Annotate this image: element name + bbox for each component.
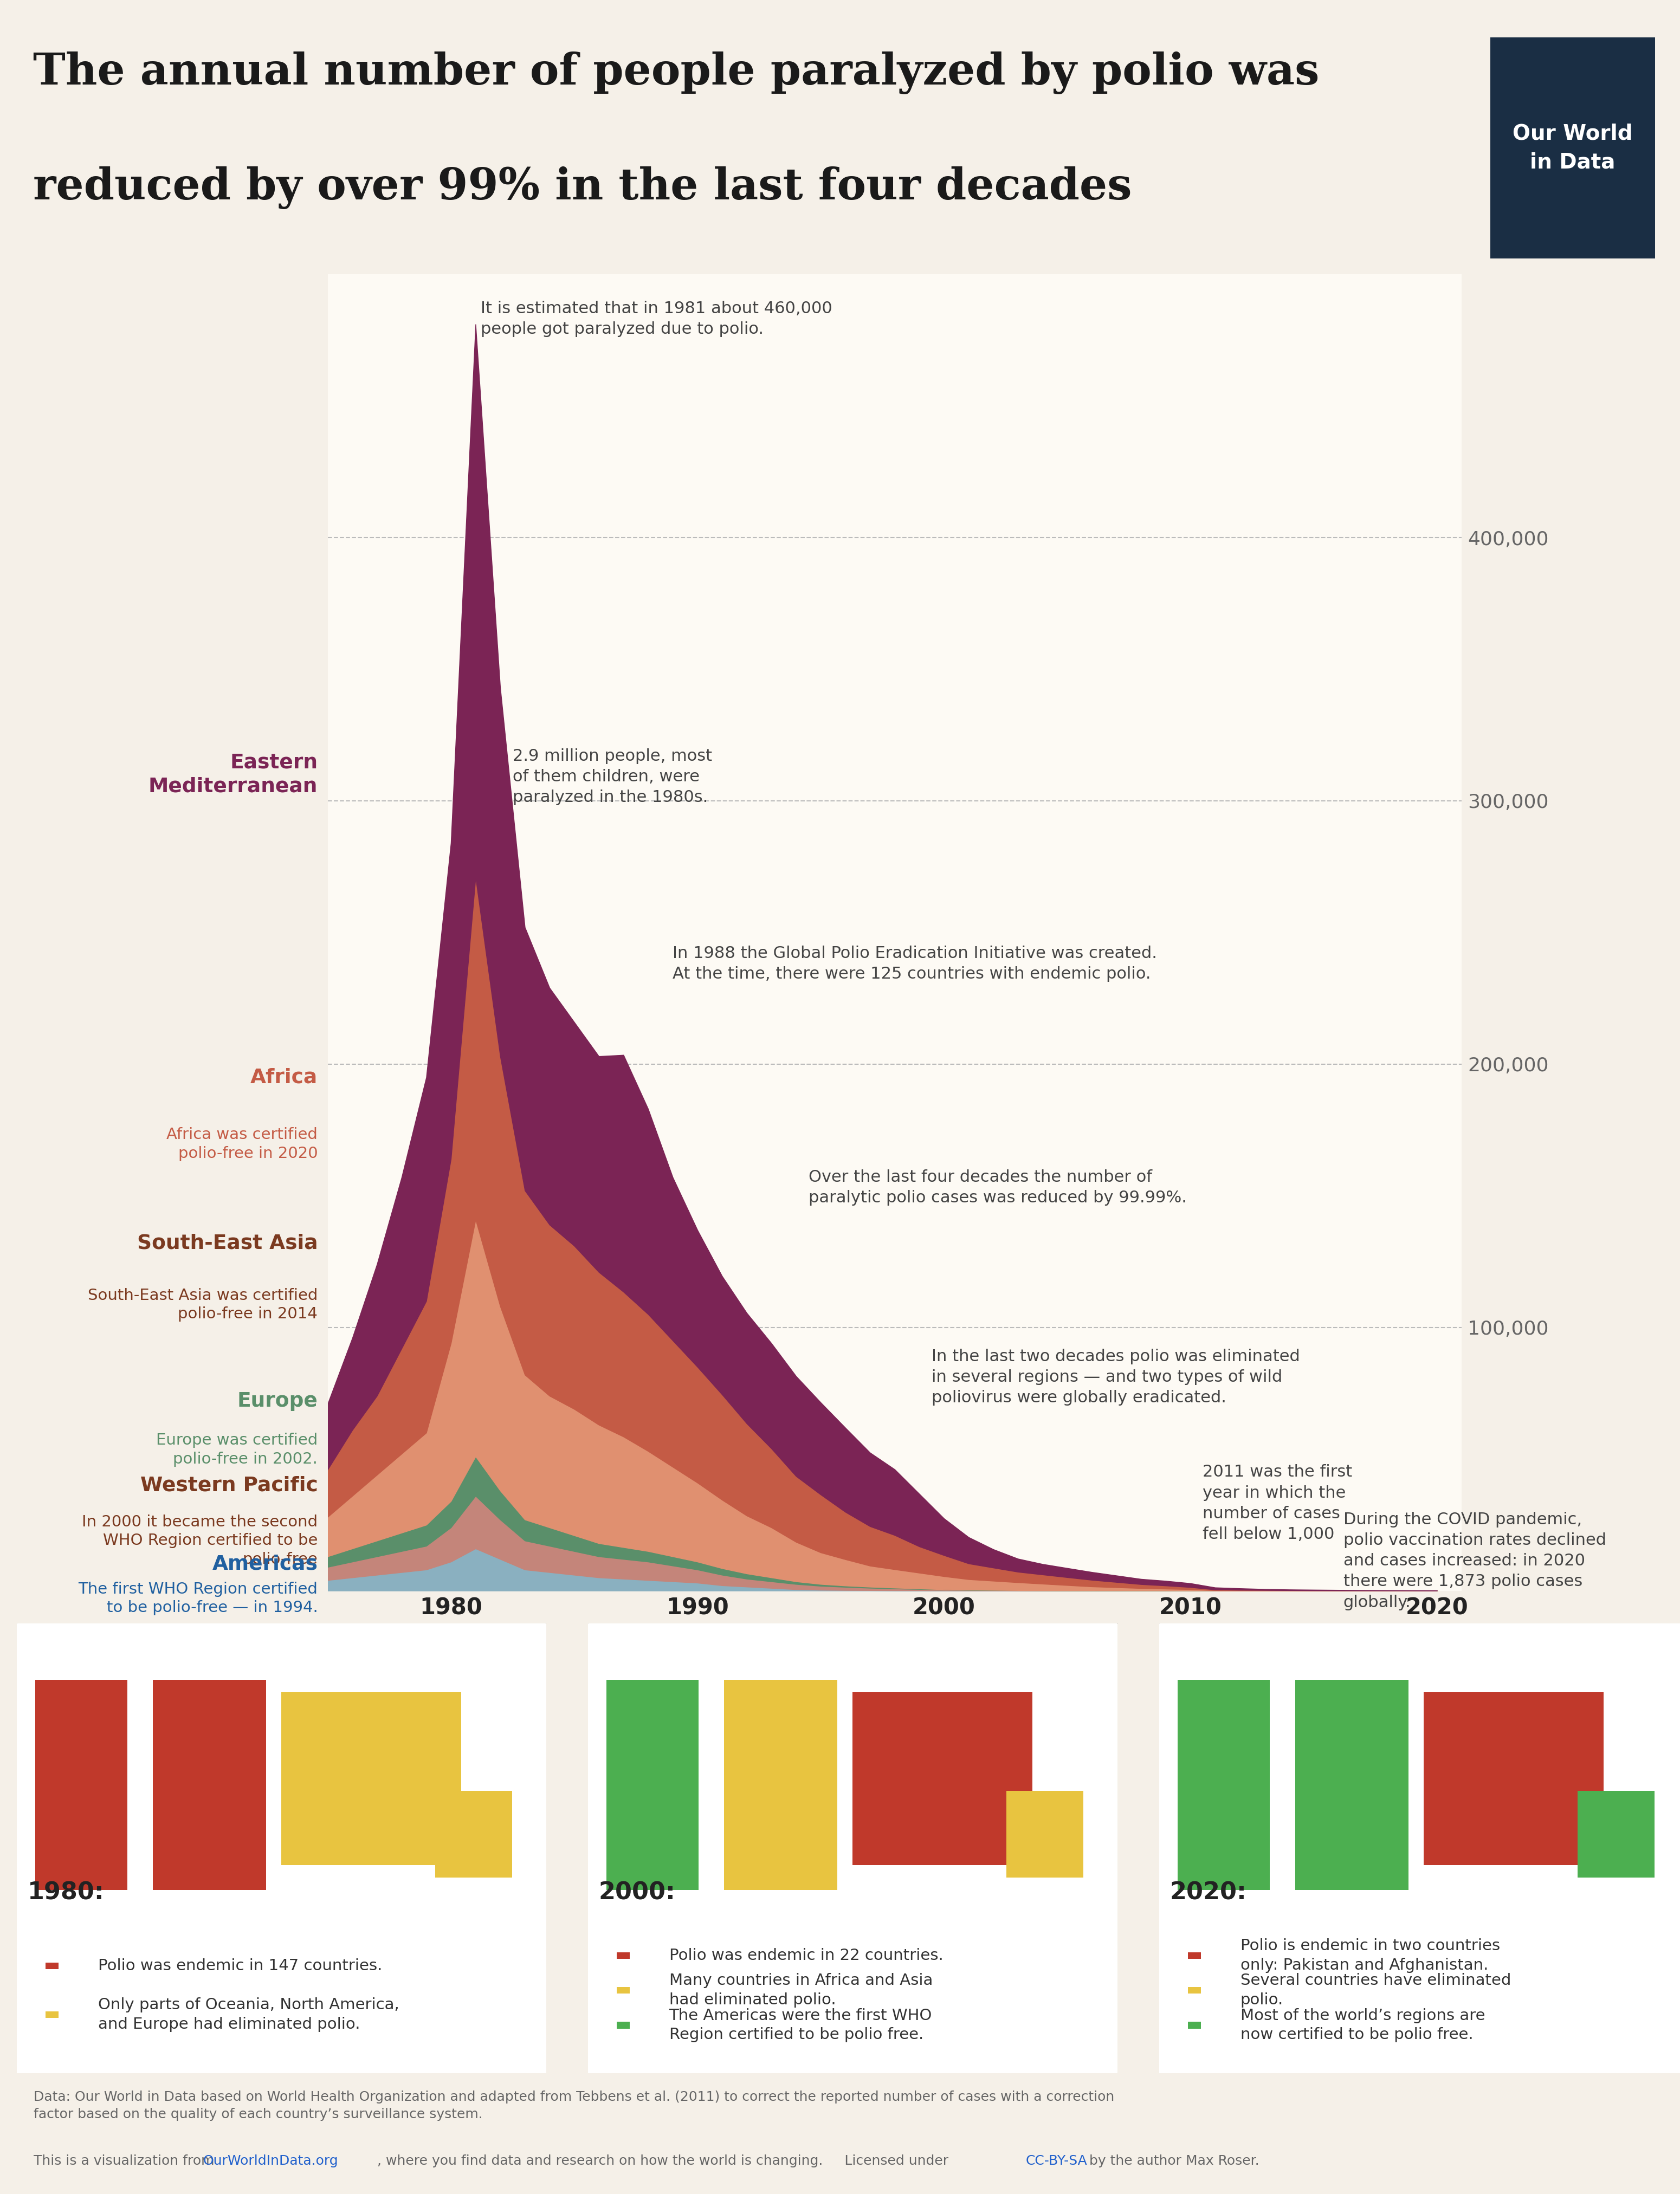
Bar <box>617 1988 630 1994</box>
Bar <box>1006 1790 1084 1878</box>
Bar <box>282 1692 460 1865</box>
Bar <box>852 1692 1032 1865</box>
Text: 2000:: 2000: <box>598 1880 675 1904</box>
Text: Western Pacific: Western Pacific <box>139 1477 318 1494</box>
Text: Many countries in Africa and Asia
had eliminated polio.: Many countries in Africa and Asia had el… <box>669 1972 932 2008</box>
Text: South-East Asia: South-East Asia <box>138 1233 318 1253</box>
Text: 2.9 million people, most
of them children, were
paralyzed in the 1980s.: 2.9 million people, most of them childre… <box>512 748 712 805</box>
Text: In 2000 it became the second
WHO Region certified to be
polio-free: In 2000 it became the second WHO Region … <box>82 1514 318 1567</box>
Text: Data: Our World in Data based on World Health Organization and adapted from Tebb: Data: Our World in Data based on World H… <box>34 2091 1114 2122</box>
Text: Polio was endemic in 147 countries.: Polio was endemic in 147 countries. <box>97 1959 381 1975</box>
Text: by the author Max Roser.: by the author Max Roser. <box>1085 2155 1260 2168</box>
Text: The annual number of people paralyzed by polio was: The annual number of people paralyzed by… <box>34 50 1319 94</box>
Text: OurWorldInData.org: OurWorldInData.org <box>203 2155 338 2168</box>
Text: In the last two decades polio was eliminated
in several regions — and two types : In the last two decades polio was elimin… <box>932 1349 1300 1406</box>
Text: Only parts of Oceania, North America,
and Europe had eliminated polio.: Only parts of Oceania, North America, an… <box>97 1997 400 2032</box>
Bar <box>1578 1790 1655 1878</box>
Bar <box>617 2023 630 2029</box>
Text: Africa was certified
polio-free in 2020: Africa was certified polio-free in 2020 <box>166 1128 318 1161</box>
Text: In 1988 the Global Polio Eradication Initiative was created.
At the time, there : In 1988 the Global Polio Eradication Ini… <box>672 946 1158 983</box>
Text: Americas: Americas <box>212 1556 318 1573</box>
Bar <box>724 1681 837 1889</box>
Bar <box>1295 1681 1408 1889</box>
Bar <box>35 1681 128 1889</box>
Bar <box>1188 2023 1201 2029</box>
FancyBboxPatch shape <box>585 1621 1121 2076</box>
Text: Several countries have eliminated
polio.: Several countries have eliminated polio. <box>1240 1972 1510 2008</box>
Bar <box>1188 1953 1201 1959</box>
Text: During the COVID pandemic,
polio vaccination rates declined
and cases increased:: During the COVID pandemic, polio vaccina… <box>1344 1512 1606 1610</box>
Text: Eastern
Mediterranean: Eastern Mediterranean <box>148 753 318 796</box>
Text: It is estimated that in 1981 about 460,000
people got paralyzed due to polio.: It is estimated that in 1981 about 460,0… <box>480 301 832 338</box>
Bar <box>45 1964 59 1970</box>
Bar <box>606 1681 699 1889</box>
Bar <box>45 2012 59 2018</box>
Text: 2011 was the first
year in which the
number of cases
fell below 1,000: 2011 was the first year in which the num… <box>1203 1463 1352 1542</box>
Text: Polio is endemic in two countries
only: Pakistan and Afghanistan.: Polio is endemic in two countries only: … <box>1240 1937 1500 1972</box>
Text: South-East Asia was certified
polio-free in 2014: South-East Asia was certified polio-free… <box>87 1288 318 1321</box>
Bar <box>1425 1692 1603 1865</box>
Text: Over the last four decades the number of
paralytic polio cases was reduced by 99: Over the last four decades the number of… <box>808 1169 1186 1207</box>
FancyBboxPatch shape <box>13 1621 549 2076</box>
Bar <box>435 1790 512 1878</box>
Bar <box>1178 1681 1270 1889</box>
Text: , where you find data and research on how the world is changing.     Licensed un: , where you find data and research on ho… <box>376 2155 953 2168</box>
Text: The first WHO Region certified
to be polio-free — in 1994.: The first WHO Region certified to be pol… <box>79 1582 318 1615</box>
Text: CC-BY-SA: CC-BY-SA <box>1025 2155 1087 2168</box>
Text: Polio was endemic in 22 countries.: Polio was endemic in 22 countries. <box>669 1948 942 1964</box>
Text: This is a visualization from: This is a visualization from <box>34 2155 218 2168</box>
Bar <box>1188 1988 1201 1994</box>
Text: Europe: Europe <box>237 1391 318 1411</box>
Text: Africa: Africa <box>250 1068 318 1086</box>
FancyBboxPatch shape <box>1156 1621 1680 2076</box>
Text: 1980:: 1980: <box>27 1880 104 1904</box>
Text: Europe was certified
polio-free in 2002.: Europe was certified polio-free in 2002. <box>156 1433 318 1466</box>
Bar <box>153 1681 265 1889</box>
Text: The Americas were the first WHO
Region certified to be polio free.: The Americas were the first WHO Region c… <box>669 2008 932 2043</box>
Text: reduced by over 99% in the last four decades: reduced by over 99% in the last four dec… <box>34 167 1132 208</box>
Text: 2020:: 2020: <box>1169 1880 1247 1904</box>
Text: Most of the world’s regions are
now certified to be polio free.: Most of the world’s regions are now cert… <box>1240 2008 1485 2043</box>
Bar <box>617 1953 630 1959</box>
